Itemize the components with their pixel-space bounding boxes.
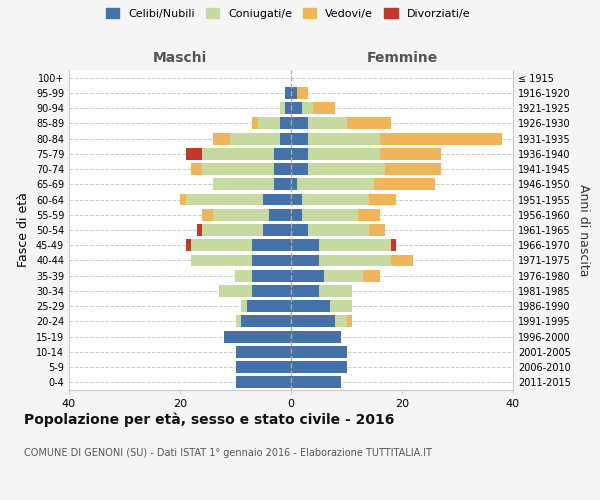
Bar [235,361,291,373]
Bar [269,209,291,220]
Bar [252,254,291,266]
Bar [274,163,291,175]
Bar [274,148,291,160]
Bar [241,300,247,312]
Bar [235,270,252,281]
Bar [252,285,291,297]
Bar [197,224,202,236]
Bar [191,254,252,266]
Bar [291,224,308,236]
Bar [347,118,391,130]
Bar [202,209,214,220]
Bar [302,194,369,205]
Bar [291,102,302,114]
Bar [369,224,385,236]
Bar [191,240,252,251]
Bar [252,118,258,130]
Bar [214,209,269,220]
Bar [391,240,397,251]
Bar [291,361,347,373]
Text: Popolazione per età, sesso e stato civile - 2016: Popolazione per età, sesso e stato civil… [24,412,394,427]
Bar [291,118,308,130]
Bar [308,224,368,236]
Bar [291,270,325,281]
Bar [185,194,263,205]
Bar [363,270,380,281]
Bar [296,87,308,99]
Bar [286,87,291,99]
Bar [241,316,291,328]
Bar [319,240,391,251]
Y-axis label: Anni di nascita: Anni di nascita [577,184,590,276]
Bar [230,132,280,144]
Bar [335,316,347,328]
Bar [214,132,230,144]
Bar [325,270,363,281]
Bar [385,163,441,175]
Bar [202,148,274,160]
Bar [369,194,397,205]
Text: COMUNE DI GENONI (SU) - Dati ISTAT 1° gennaio 2016 - Elaborazione TUTTITALIA.IT: COMUNE DI GENONI (SU) - Dati ISTAT 1° ge… [24,448,432,458]
Bar [235,346,291,358]
Bar [219,285,252,297]
Bar [358,209,380,220]
Bar [391,254,413,266]
Bar [280,132,291,144]
Bar [291,178,296,190]
Bar [313,102,335,114]
Bar [258,118,280,130]
Bar [330,300,352,312]
Bar [291,254,319,266]
Bar [296,178,374,190]
Bar [185,240,191,251]
Bar [291,194,302,205]
Bar [308,118,347,130]
Bar [291,376,341,388]
Bar [291,285,319,297]
Y-axis label: Fasce di età: Fasce di età [17,192,30,268]
Bar [308,163,385,175]
Bar [291,209,302,220]
Legend: Celibi/Nubili, Coniugati/e, Vedovi/e, Divorziati/e: Celibi/Nubili, Coniugati/e, Vedovi/e, Di… [106,8,470,19]
Bar [308,132,380,144]
Bar [286,102,291,114]
Bar [214,178,274,190]
Bar [291,87,296,99]
Bar [252,270,291,281]
Bar [380,132,502,144]
Bar [302,209,358,220]
Bar [252,240,291,251]
Bar [202,224,263,236]
Bar [291,330,341,342]
Bar [308,148,380,160]
Bar [319,254,391,266]
Bar [280,102,286,114]
Bar [235,376,291,388]
Bar [247,300,291,312]
Bar [291,300,330,312]
Bar [319,285,352,297]
Bar [191,163,202,175]
Bar [380,148,441,160]
Bar [280,118,291,130]
Bar [263,194,291,205]
Bar [263,224,291,236]
Bar [235,316,241,328]
Bar [180,194,185,205]
Bar [374,178,436,190]
Bar [185,148,202,160]
Bar [291,163,308,175]
Bar [274,178,291,190]
Bar [291,148,308,160]
Bar [302,102,313,114]
Bar [291,240,319,251]
Bar [291,346,347,358]
Bar [224,330,291,342]
Bar [347,316,352,328]
Bar [291,316,335,328]
Text: Femmine: Femmine [367,51,437,65]
Bar [202,163,274,175]
Text: Maschi: Maschi [153,51,207,65]
Bar [291,132,308,144]
